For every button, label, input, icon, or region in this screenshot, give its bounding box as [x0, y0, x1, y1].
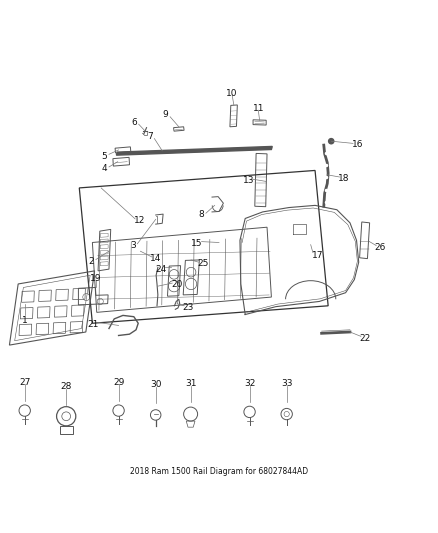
- Text: 33: 33: [281, 379, 293, 388]
- Text: 16: 16: [352, 140, 363, 149]
- Text: 15: 15: [191, 239, 203, 248]
- Text: 31: 31: [185, 379, 196, 388]
- Text: 9: 9: [163, 110, 169, 119]
- Text: 10: 10: [226, 88, 238, 98]
- Circle shape: [328, 139, 334, 144]
- Text: 8: 8: [199, 211, 205, 220]
- Text: 27: 27: [19, 378, 30, 387]
- Text: 2018 Ram 1500 Rail Diagram for 68027844AD: 2018 Ram 1500 Rail Diagram for 68027844A…: [130, 467, 308, 476]
- Text: 1: 1: [22, 316, 28, 325]
- Text: 30: 30: [150, 380, 162, 389]
- Text: 18: 18: [338, 174, 350, 183]
- Text: 25: 25: [197, 260, 208, 269]
- Text: 28: 28: [60, 382, 72, 391]
- Text: 22: 22: [360, 334, 371, 343]
- Text: 19: 19: [90, 274, 102, 283]
- Text: 24: 24: [155, 264, 166, 273]
- Text: 6: 6: [131, 118, 137, 127]
- Text: 32: 32: [244, 379, 255, 388]
- Text: 20: 20: [171, 280, 182, 289]
- Text: 17: 17: [311, 251, 323, 260]
- Text: 26: 26: [375, 243, 386, 252]
- Text: 2: 2: [89, 257, 94, 266]
- Text: 11: 11: [253, 104, 264, 113]
- Text: 13: 13: [243, 176, 254, 185]
- Text: 23: 23: [183, 303, 194, 312]
- Text: 5: 5: [102, 151, 107, 160]
- Text: 21: 21: [88, 320, 99, 329]
- Text: 4: 4: [102, 164, 107, 173]
- Text: 7: 7: [147, 132, 153, 141]
- Text: 14: 14: [150, 254, 162, 263]
- Text: 29: 29: [113, 378, 124, 387]
- Polygon shape: [117, 147, 272, 155]
- Text: 3: 3: [130, 241, 136, 250]
- Text: 12: 12: [134, 216, 145, 225]
